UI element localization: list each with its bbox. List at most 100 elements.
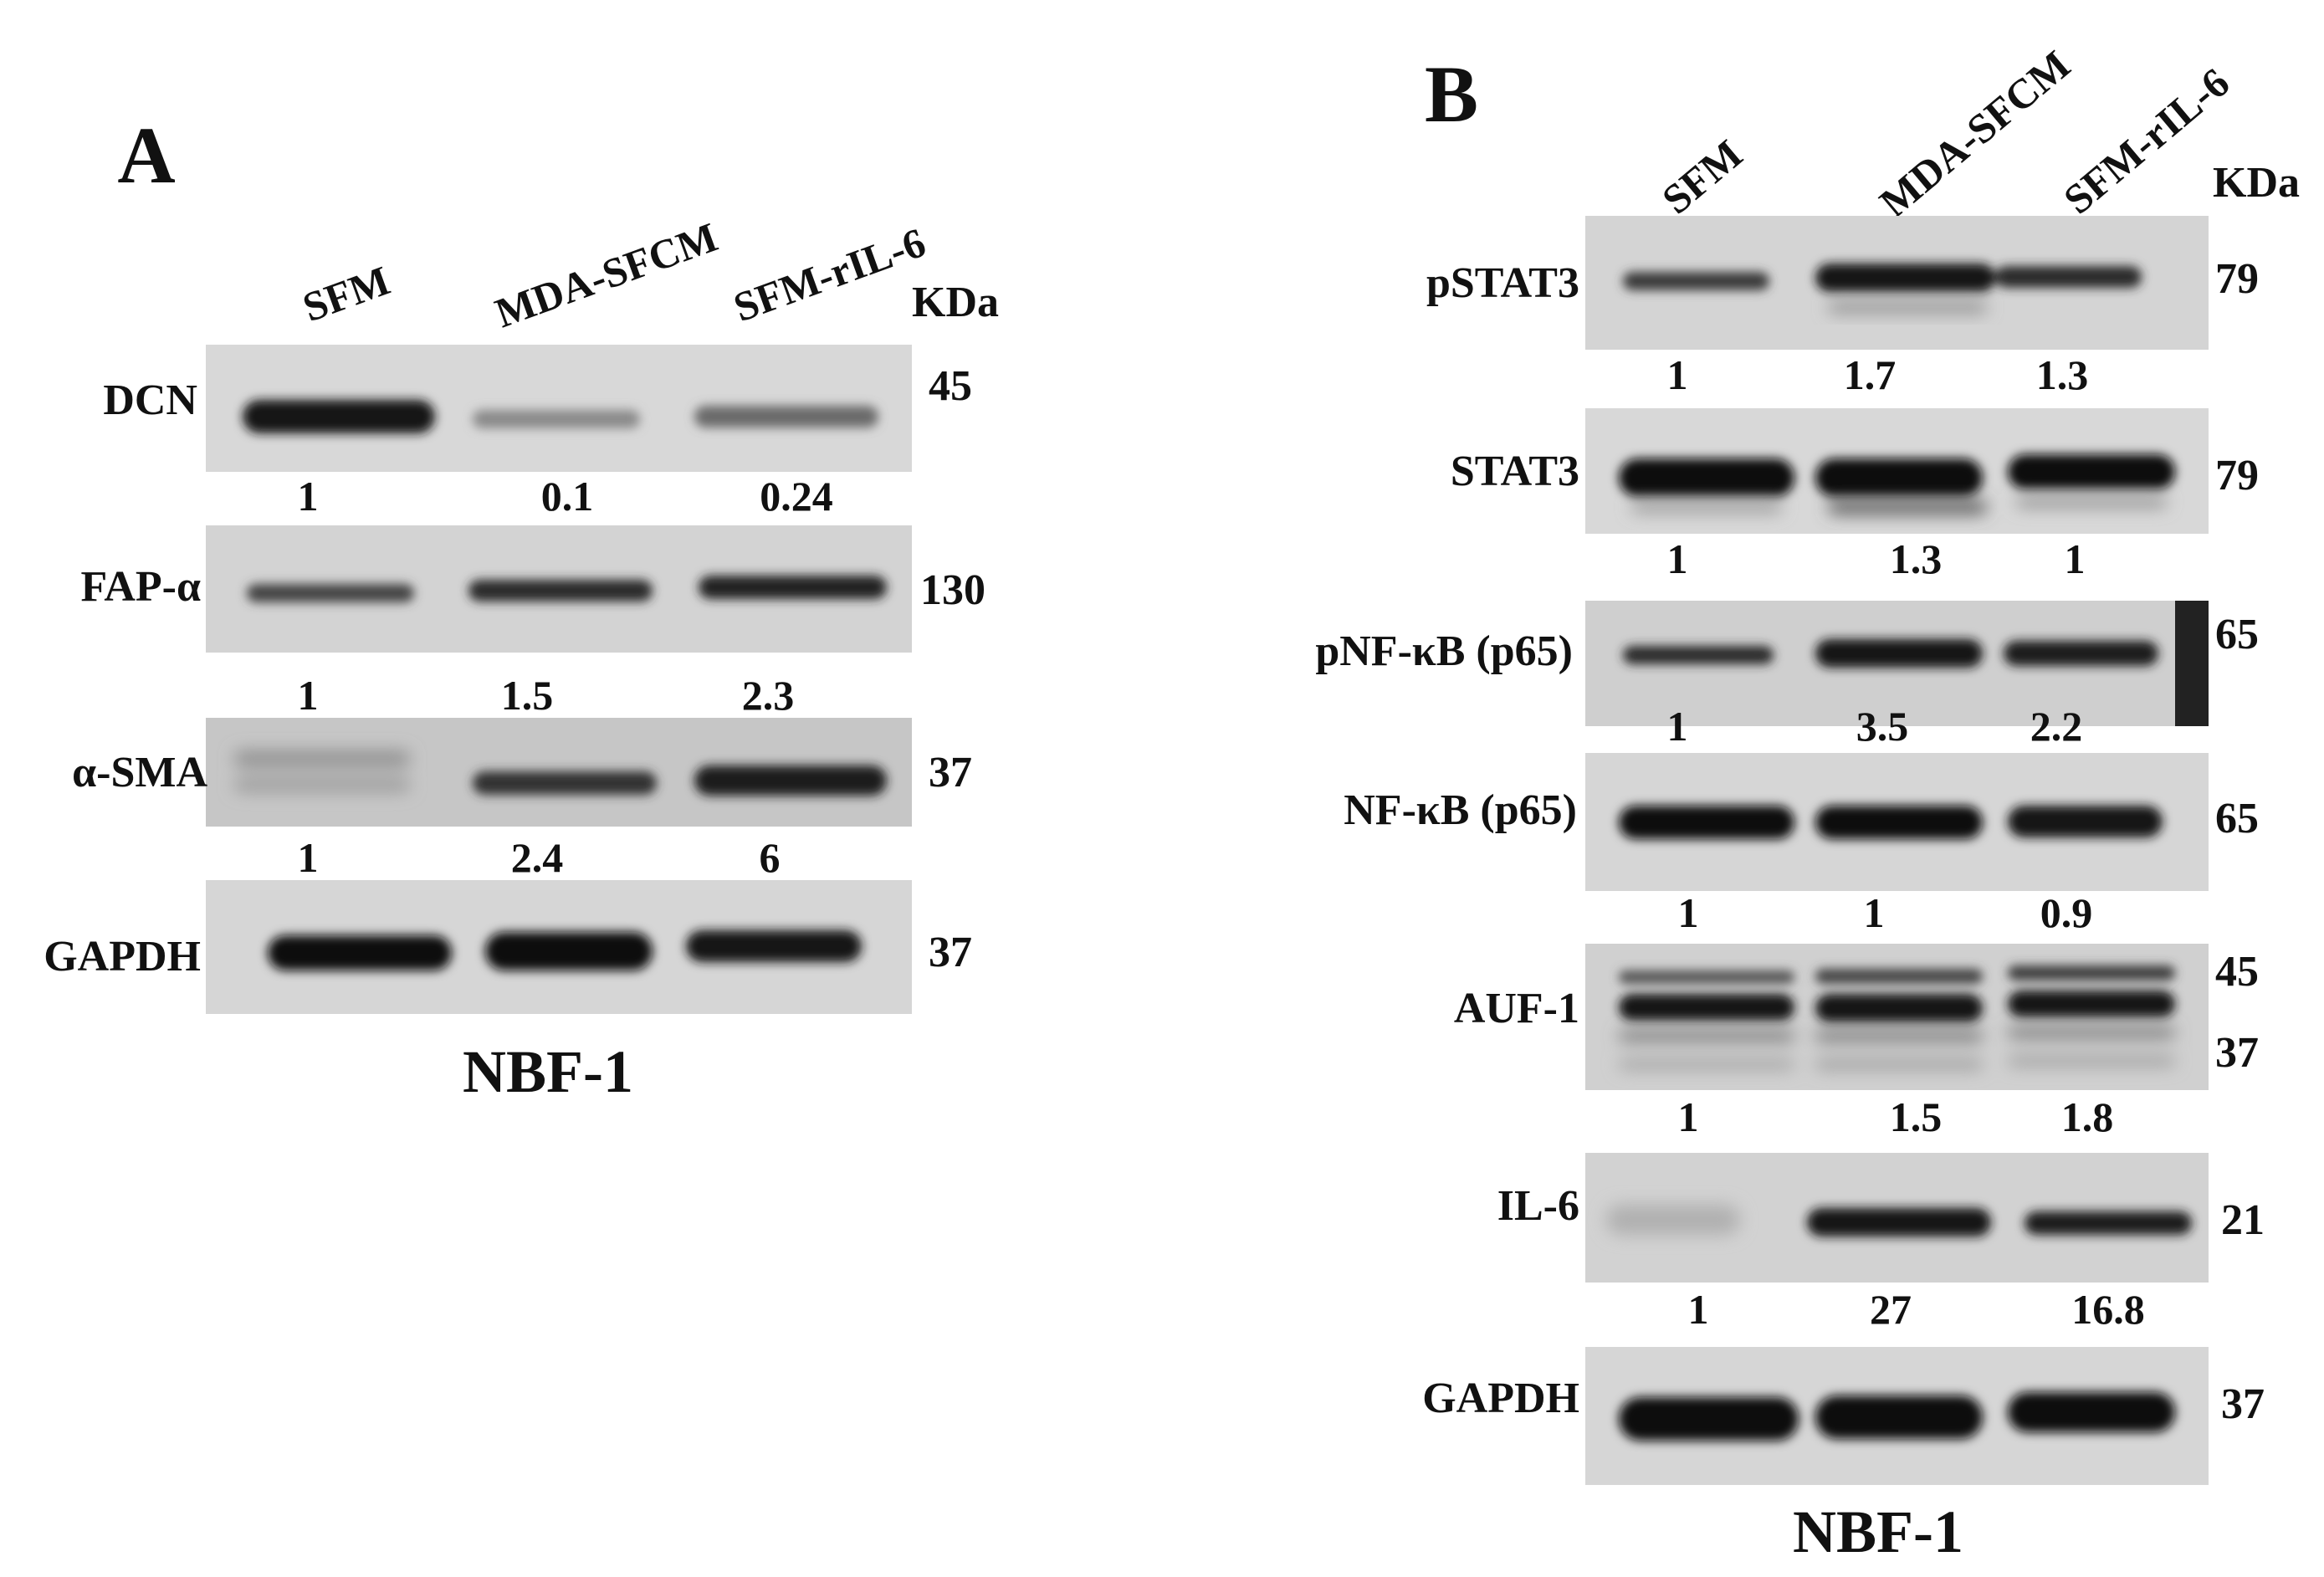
quant-value: 0.9 <box>2040 889 2093 936</box>
band <box>1623 646 1774 664</box>
panel-a-blot-fap-alpha: FAP-α 130 <box>80 525 985 653</box>
band <box>2008 965 2175 981</box>
panel-b-quant-pstat3: 1 1.7 1.3 <box>1667 351 2089 398</box>
quant-value: 1.5 <box>501 672 554 719</box>
protein-label: pSTAT3 <box>1426 259 1579 307</box>
band <box>1828 500 1987 514</box>
band <box>1815 458 1983 497</box>
band <box>485 932 653 970</box>
band <box>1623 272 1769 290</box>
kda-marker: 79 <box>2215 255 2259 303</box>
quant-value: 1 <box>1667 535 1688 582</box>
panel-b-blot-stat3: STAT3 79 <box>1451 408 2259 534</box>
protein-label: α-SMA <box>72 749 207 796</box>
quant-value: 1 <box>1688 1286 1709 1333</box>
band <box>1828 301 1987 313</box>
quant-value: 1 <box>298 834 319 881</box>
protein-label: DCN <box>103 376 197 424</box>
panel-b-lane-mda-sfcm: MDA-SFCM <box>1871 41 2079 226</box>
kda-marker: 21 <box>2221 1196 2265 1244</box>
panel-a-lane-sfm-ril-6: SFM-rIL-6 <box>728 218 932 330</box>
panel-a-blot-alpha-sma: α-SMA 37 <box>72 718 972 827</box>
band <box>1815 994 1983 1022</box>
band <box>1807 1208 1991 1237</box>
quant-value: 16.8 <box>2071 1286 2145 1333</box>
band <box>243 400 435 433</box>
panel-a-lane-labels: SFM MDA-SFCM SFM-rIL-6 <box>297 213 932 337</box>
band <box>473 771 657 795</box>
quant-value: 1 <box>1667 703 1688 750</box>
panel-b-blot-il6: IL-6 21 <box>1497 1153 2265 1283</box>
panel-b-lane-sfm: SFM <box>1653 131 1751 223</box>
band <box>1815 264 1995 292</box>
band <box>234 778 410 791</box>
kda-marker: 45 <box>929 362 972 410</box>
band <box>1606 1205 1740 1235</box>
quant-value: 1.7 <box>1844 351 1897 398</box>
band <box>1619 1397 1799 1441</box>
panel-a: A SFM MDA-SFCM SFM-rIL-6 KDa DCN 45 1 0.… <box>44 110 999 1105</box>
band <box>1619 1059 1794 1069</box>
quant-value: 1 <box>298 473 319 520</box>
quant-value: 1.3 <box>1890 535 1943 582</box>
panel-b-blot-gapdh: GAPDH 37 <box>1422 1347 2265 1485</box>
quant-value: 2.3 <box>742 672 795 719</box>
panel-a-quant-alpha-sma: 1 2.4 6 <box>298 834 781 881</box>
panel-b-lane-labels: SFM MDA-SFCM SFM-rIL-6 <box>1653 41 2238 226</box>
panel-b-quant-il6: 1 27 16.8 <box>1688 1286 2145 1333</box>
protein-label: IL-6 <box>1497 1182 1579 1230</box>
band <box>1815 1059 1983 1069</box>
band <box>2008 1056 2175 1066</box>
panel-b-quant-stat3: 1 1.3 1 <box>1667 535 2086 582</box>
panel-a-lane-mda-sfcm: MDA-SFCM <box>489 213 724 337</box>
band <box>268 935 452 970</box>
band <box>1815 1031 1983 1041</box>
quant-value: 1.3 <box>2036 351 2089 398</box>
band <box>468 580 653 602</box>
kda-marker: 37 <box>2215 1029 2259 1077</box>
panel-a-blot-dcn: DCN 45 <box>103 345 972 472</box>
panel-b-quant-nfkb: 1 1 0.9 <box>1678 889 2093 936</box>
band <box>2008 1392 2175 1432</box>
band <box>1619 970 1794 984</box>
quant-value: 2.2 <box>2030 703 2083 750</box>
band <box>1995 266 2142 288</box>
quant-value: 1 <box>1667 351 1688 398</box>
panel-b-kda-header: KDa <box>2213 159 2300 207</box>
panel-b-blot-pstat3: pSTAT3 79 <box>1426 216 2259 350</box>
band <box>1631 502 1782 512</box>
kda-marker: 65 <box>2215 611 2259 658</box>
quant-value: 27 <box>1870 1286 1912 1333</box>
panel-a-blot-gapdh: GAPDH 37 <box>44 880 972 1014</box>
quant-value: 1.8 <box>2061 1093 2114 1140</box>
quant-value: 1 <box>298 672 319 719</box>
quant-value: 6 <box>760 834 781 881</box>
band <box>1619 1031 1794 1041</box>
panel-b-blot-nfkb: NF-κB (p65) 65 <box>1344 753 2259 891</box>
band <box>1815 969 1983 984</box>
band <box>2008 454 2175 489</box>
quant-value: 1 <box>1678 889 1699 936</box>
band <box>1815 806 1983 839</box>
band <box>247 584 414 602</box>
panel-a-quant-fap-alpha: 1 1.5 2.3 <box>298 672 795 719</box>
band <box>686 930 862 962</box>
quant-value: 3.5 <box>1856 703 1909 750</box>
panel-b-quant-pnfkb: 1 3.5 2.2 <box>1667 703 2083 750</box>
band <box>1619 458 1794 497</box>
band <box>699 576 887 599</box>
quant-value: 2.4 <box>511 834 564 881</box>
panel-b-lane-sfm-ril-6: SFM-rIL-6 <box>2055 59 2238 223</box>
band <box>2008 991 2175 1017</box>
band <box>2025 1211 2192 1235</box>
band <box>2008 1027 2175 1037</box>
band <box>2008 806 2163 837</box>
band <box>1619 806 1794 839</box>
panel-a-lane-sfm: SFM <box>297 257 396 331</box>
quant-value: 1 <box>1864 889 1885 936</box>
band <box>473 410 640 428</box>
panel-b-letter: B <box>1425 49 1478 139</box>
protein-label: NF-κB (p65) <box>1344 786 1577 834</box>
kda-marker: 45 <box>2215 948 2259 996</box>
